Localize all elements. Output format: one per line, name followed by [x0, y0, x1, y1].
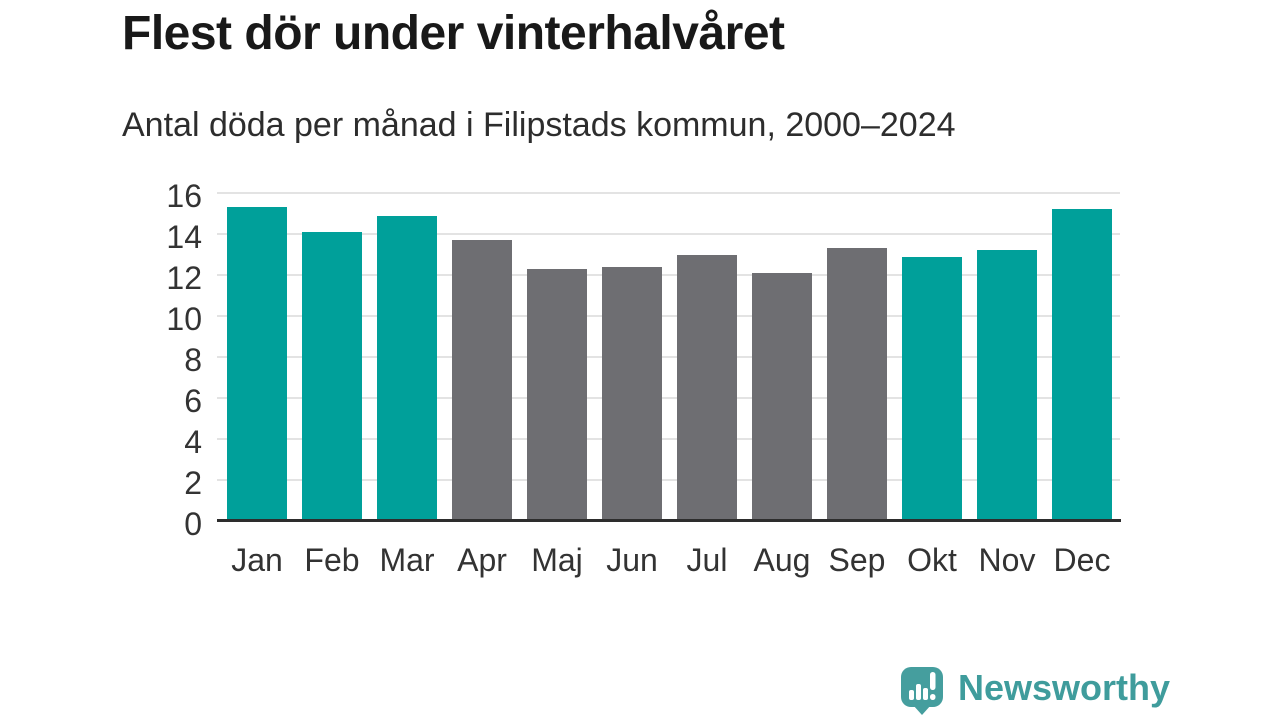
y-axis-label: 8 [184, 342, 202, 378]
x-axis: Jan Feb Mar Apr Maj Jun Jul Aug Sep Okt Nov Dec [217, 542, 1120, 584]
y-axis-label: 16 [166, 178, 202, 214]
page-title: Flest dör under vinterhalvåret [122, 7, 785, 60]
x-axis-label: Aug [753, 542, 811, 578]
x-axis-label: Nov [978, 542, 1036, 578]
bar-jan [227, 207, 287, 521]
gridline [217, 192, 1120, 194]
x-axis-label: Jul [686, 542, 728, 578]
gridline [217, 438, 1120, 440]
bar-sep [827, 248, 887, 521]
bar-aug [752, 272, 812, 521]
x-axis-label: Okt [907, 542, 957, 578]
bar-dec [1052, 209, 1112, 521]
bar-feb [302, 231, 362, 521]
y-axis-label: 2 [184, 465, 202, 501]
speech-bubble-bar-chart-icon [901, 667, 943, 715]
bar-mar [377, 215, 437, 521]
x-axis-label: Mar [379, 542, 435, 578]
y-axis-label: 6 [184, 383, 202, 419]
bar-maj [527, 268, 587, 521]
gridline [217, 397, 1120, 399]
x-axis-label: Feb [304, 542, 360, 578]
gridline [217, 356, 1120, 358]
plot-area [217, 192, 1121, 522]
gridline [217, 479, 1120, 481]
gridline [217, 274, 1120, 276]
bar-apr [452, 240, 512, 521]
y-axis: 0 2 4 6 8 10 12 14 16 [120, 180, 202, 540]
bar-nov [977, 250, 1037, 521]
bar-jul [677, 254, 737, 521]
gridline [217, 315, 1120, 317]
x-axis-label: Jan [231, 542, 283, 578]
y-axis-label: 10 [166, 301, 202, 337]
newsworthy-brand-text: Newsworthy [958, 667, 1171, 708]
x-axis-baseline [217, 519, 1121, 522]
page-subtitle: Antal döda per månad i Filipstads kommun… [122, 106, 956, 144]
x-axis-label: Maj [531, 542, 583, 578]
y-axis-label: 14 [166, 219, 202, 255]
x-axis-label: Apr [457, 542, 507, 578]
x-axis-label: Jun [606, 542, 658, 578]
x-axis-label: Dec [1053, 542, 1111, 578]
bar-jun [602, 266, 662, 521]
gridline [217, 233, 1120, 235]
bar-okt [902, 256, 962, 521]
newsworthy-logo: Newsworthy [899, 664, 1170, 716]
y-axis-label: 4 [184, 424, 202, 460]
y-axis-label: 0 [184, 506, 202, 542]
y-axis-label: 12 [166, 260, 202, 296]
x-axis-label: Sep [828, 542, 886, 578]
